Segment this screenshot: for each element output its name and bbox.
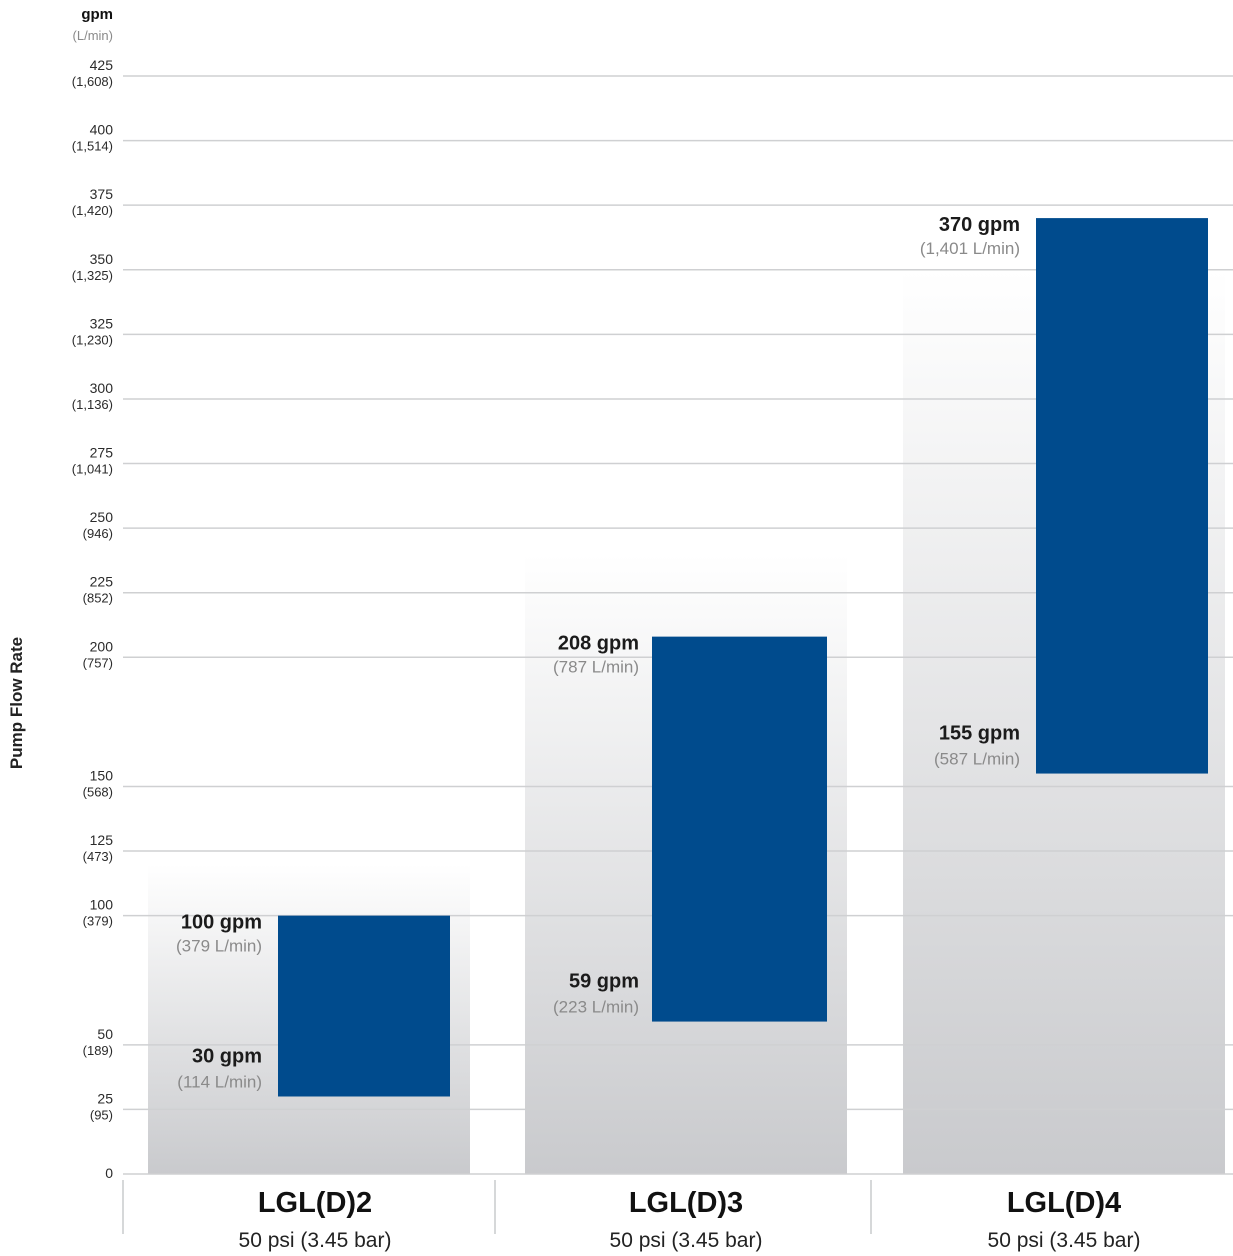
y-tick-label: 0: [105, 1165, 113, 1181]
category-sublabel: 50 psi (3.45 bar): [610, 1229, 763, 1252]
y-unit-secondary: (L/min): [73, 28, 113, 43]
y-tick-label-secondary: (1,230): [72, 332, 113, 347]
y-tick-label: 150: [90, 767, 114, 783]
y-tick-label-secondary: (473): [83, 849, 113, 864]
high-value-sublabel: (1,401 L/min): [920, 239, 1020, 258]
category-sublabel: 50 psi (3.45 bar): [988, 1229, 1141, 1252]
y-tick-label: 100: [90, 897, 114, 913]
y-tick-label: 425: [90, 57, 114, 73]
y-tick-label-secondary: (946): [83, 526, 113, 541]
range-bars: [278, 218, 1208, 1097]
y-tick-label-secondary: (1,514): [72, 139, 113, 154]
y-axis-label: Pump Flow Rate: [7, 637, 26, 769]
y-tick-label-secondary: (379): [83, 914, 113, 929]
high-value-label: 208 gpm: [558, 633, 639, 655]
y-tick-label: 25: [97, 1090, 113, 1106]
y-tick-label-secondary: (95): [90, 1107, 113, 1122]
y-tick-label-secondary: (1,136): [72, 397, 113, 412]
high-value-sublabel: (379 L/min): [176, 937, 262, 956]
low-value-label: 155 gpm: [939, 723, 1020, 745]
y-tick-label: 275: [90, 445, 114, 461]
y-tick-label-secondary: (1,041): [72, 462, 113, 477]
y-tick-label-secondary: (189): [83, 1043, 113, 1058]
y-tick-label: 225: [90, 574, 114, 590]
y-tick-label-secondary: (1,420): [72, 203, 113, 218]
y-tick-label: 250: [90, 509, 114, 525]
category-label: LGL(D)2: [258, 1187, 372, 1219]
y-tick-label: 200: [90, 638, 114, 654]
y-tick-label-secondary: (852): [83, 591, 113, 606]
range-bar: [652, 636, 827, 1022]
high-value-sublabel: (787 L/min): [553, 658, 639, 677]
y-tick-label-secondary: (1,608): [72, 74, 113, 89]
y-tick-label: 325: [90, 315, 114, 331]
y-tick-label: 375: [90, 186, 114, 202]
y-tick-label: 125: [90, 832, 114, 848]
category-label: LGL(D)4: [1007, 1187, 1121, 1219]
category-axis: LGL(D)2 50 psi (3.45 bar) LGL(D)3 50 psi (3…: [122, 1180, 1141, 1252]
y-tick-label-secondary: (568): [83, 784, 113, 799]
category-label: LGL(D)3: [629, 1187, 743, 1219]
y-tick-label: 350: [90, 251, 114, 267]
low-value-sublabel: (114 L/min): [177, 1072, 262, 1091]
high-value-label: 100 gpm: [181, 912, 262, 934]
low-value-sublabel: (223 L/min): [553, 998, 639, 1017]
y-tick-label-secondary: (757): [83, 655, 113, 670]
y-tick-label-secondary: (1,325): [72, 268, 113, 283]
y-tick-label: 400: [90, 122, 114, 138]
value-labels: 100 gpm (379 L/min) 30 gpm (114 L/min) 208 g…: [176, 214, 1020, 1091]
category-sublabel: 50 psi (3.45 bar): [239, 1229, 392, 1252]
low-value-label: 59 gpm: [569, 971, 639, 993]
low-value-sublabel: (587 L/min): [934, 750, 1020, 769]
y-axis-ticks: 0 25(95) 50(189) 100(379) 125(473) 150(568) 20…: [72, 57, 113, 1181]
low-value-label: 30 gpm: [192, 1045, 262, 1067]
range-bar: [1036, 218, 1208, 774]
y-unit-primary: gpm: [81, 6, 113, 23]
y-tick-label: 300: [90, 380, 114, 396]
range-bar: [278, 915, 450, 1097]
high-value-label: 370 gpm: [939, 214, 1020, 236]
y-tick-label: 50: [97, 1026, 113, 1042]
